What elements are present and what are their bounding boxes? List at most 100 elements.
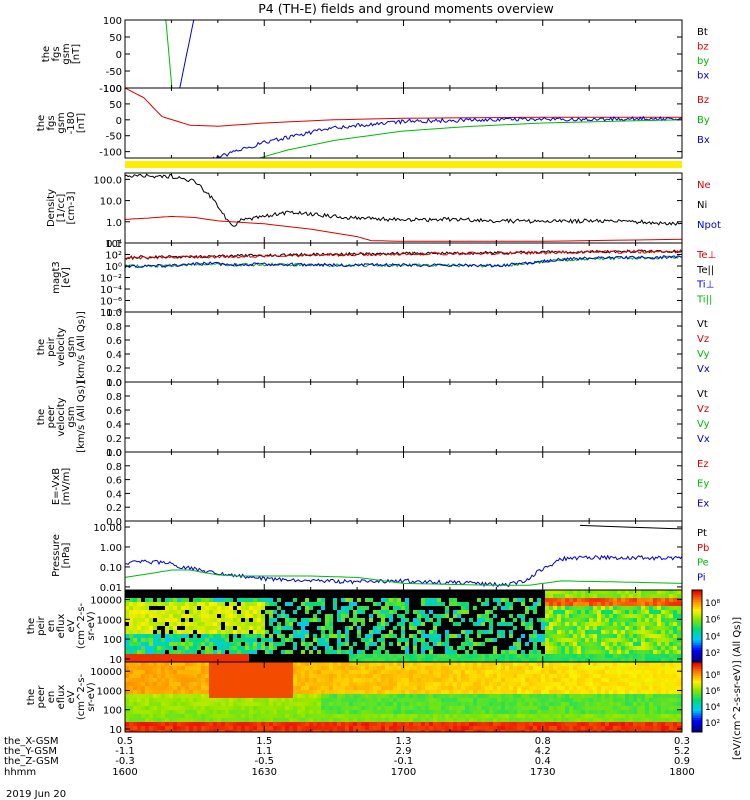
spectrogram-cell <box>269 602 273 606</box>
spectrogram-cell <box>425 662 429 666</box>
spectrogram-cell <box>205 638 209 642</box>
spectrogram-cell <box>505 658 509 662</box>
spectrogram-cell <box>177 602 181 606</box>
spectrogram-cell <box>165 702 169 706</box>
spectrogram-cell <box>641 706 645 710</box>
spectrogram-cell <box>569 638 573 642</box>
spectrogram-cell <box>629 694 633 698</box>
spectrogram-cell <box>181 686 185 690</box>
spectrogram-cell <box>153 662 157 666</box>
spectrogram-cell <box>621 710 625 714</box>
spectrogram-cell <box>405 706 409 710</box>
spectrogram-cell <box>285 698 289 702</box>
spectrogram-cell <box>385 686 389 690</box>
spectrogram-cell <box>165 602 169 606</box>
spectrogram-cell <box>421 650 425 654</box>
spectrogram-cell <box>253 678 257 682</box>
spectrogram-cell <box>569 698 573 702</box>
spectrogram-cell <box>637 590 641 594</box>
spectrogram-cell <box>417 718 421 722</box>
spectrogram-cell <box>313 674 317 678</box>
spectrogram-cell <box>213 714 217 718</box>
spectrogram-cell <box>193 714 197 718</box>
spectrogram-cell <box>597 662 601 666</box>
spectrogram-cell <box>385 674 389 678</box>
spectrogram-cell <box>245 650 249 654</box>
spectrogram-cell <box>157 686 161 690</box>
spectrogram-cell <box>141 662 145 666</box>
spectrogram-cell <box>153 646 157 650</box>
spectrogram-cell <box>589 638 593 642</box>
spectrogram-cell <box>429 682 433 686</box>
spectrogram-cell <box>437 702 441 706</box>
spectrogram-cell <box>641 698 645 702</box>
spectrogram-cell <box>517 658 521 662</box>
spectrogram-cell <box>125 718 129 722</box>
spectrogram-cell <box>593 722 597 726</box>
spectrogram-cell <box>409 678 413 682</box>
spectrogram-cell <box>385 694 389 698</box>
spectrogram-cell <box>405 666 409 670</box>
spectrogram-cell <box>653 594 657 598</box>
spectrogram-cell <box>397 726 401 730</box>
spectrogram-cell <box>525 682 529 686</box>
spectrogram-cell <box>649 702 653 706</box>
spectrogram-cell <box>421 686 425 690</box>
spectrogram-cell <box>637 662 641 666</box>
spectrogram-cell <box>317 602 321 606</box>
legend-entry-Vx: Vx <box>697 434 710 445</box>
spectrogram-cell <box>481 702 485 706</box>
spectrogram-cell <box>217 666 221 670</box>
spectrogram-cell <box>281 698 285 702</box>
spectrogram-cell <box>241 698 245 702</box>
spectrogram-cell <box>385 658 389 662</box>
spectrogram-cell <box>349 698 353 702</box>
spectrogram-cell <box>265 638 269 642</box>
spectrogram-cell <box>401 706 405 710</box>
spectrogram-cell <box>521 682 525 686</box>
spectrogram-cell <box>189 658 193 662</box>
spectrogram-cell <box>337 646 341 650</box>
spectrogram-cell <box>165 678 169 682</box>
spectrogram-cell <box>677 682 681 686</box>
spectrogram-cell <box>669 602 673 606</box>
spectrogram-cell <box>625 642 629 646</box>
spectrogram-cell <box>369 642 373 646</box>
spectrogram-cell <box>353 610 357 614</box>
spectrogram-cell <box>585 654 589 658</box>
spectrogram-cell <box>425 634 429 638</box>
spectrogram-cell <box>565 594 569 598</box>
spectrogram-cell <box>393 718 397 722</box>
spectrogram-cell <box>669 670 673 674</box>
spectrogram-cell <box>373 702 377 706</box>
spectrogram-cell <box>125 634 129 638</box>
spectrogram-cell <box>585 722 589 726</box>
spectrogram-cell <box>173 714 177 718</box>
spectrogram-cell <box>577 670 581 674</box>
spectrogram-cell <box>629 682 633 686</box>
spectrogram-cell <box>653 602 657 606</box>
spectrogram-cell <box>129 718 133 722</box>
spectrogram-cell <box>385 722 389 726</box>
spectrogram-cell <box>677 686 681 690</box>
spectrogram-cell <box>161 730 165 732</box>
spectrogram-cell <box>653 646 657 650</box>
spectrogram-cell <box>185 726 189 730</box>
spectrogram-cell <box>149 654 153 658</box>
spectrogram-cell <box>205 598 209 602</box>
spectrogram-cell <box>233 678 237 682</box>
spectrogram-cell <box>665 722 669 726</box>
spectrogram-cell <box>513 662 517 666</box>
spectrogram-cell <box>677 638 681 642</box>
spectrogram-cell <box>677 630 681 634</box>
spectrogram-cell <box>133 678 137 682</box>
spectrogram-cell <box>273 682 277 686</box>
spectrogram-cell <box>301 714 305 718</box>
spectrogram-cell <box>225 694 229 698</box>
spectrogram-cell <box>553 654 557 658</box>
spectrogram-cell <box>405 698 409 702</box>
spectrogram-cell <box>629 646 633 650</box>
spectrogram-cell <box>569 722 573 726</box>
y-axis-label: the <box>36 409 47 425</box>
spectrogram-cell <box>377 654 381 658</box>
